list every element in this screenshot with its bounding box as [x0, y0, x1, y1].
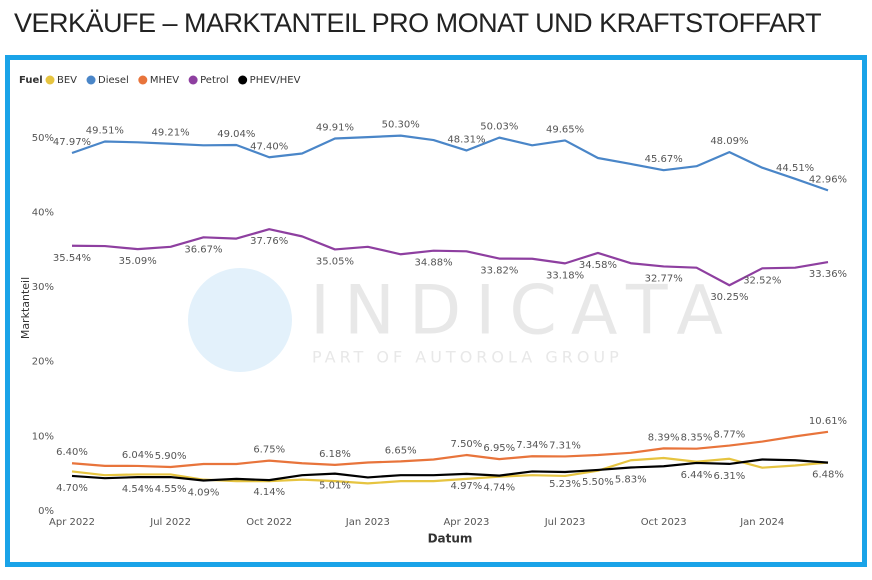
y-tick-label: 30%	[32, 282, 54, 293]
data-label: 33.18%	[546, 270, 584, 281]
data-label: 47.97%	[53, 137, 91, 148]
data-label: 8.39%	[648, 432, 680, 443]
data-label: 5.90%	[155, 451, 187, 462]
data-label: 6.18%	[319, 449, 351, 460]
data-label: 45.67%	[645, 154, 683, 165]
data-label: 6.04%	[122, 450, 154, 461]
data-label: 49.51%	[86, 126, 124, 137]
legend-label: Petrol	[200, 75, 229, 86]
data-label: 50.03%	[480, 122, 518, 133]
data-label: 32.52%	[743, 275, 781, 286]
data-label: 35.09%	[119, 256, 157, 267]
data-label: 6.65%	[385, 445, 417, 456]
series-line	[71, 430, 829, 469]
data-label: 44.51%	[776, 163, 814, 174]
data-label: 8.35%	[681, 433, 713, 444]
data-label: 7.34%	[516, 440, 548, 451]
data-label: 34.58%	[579, 260, 617, 271]
data-label: 33.36%	[809, 269, 847, 280]
data-label: 34.88%	[414, 258, 452, 269]
series-line	[71, 458, 829, 482]
x-tick-label: Jan 2023	[345, 517, 390, 528]
frame	[5, 55, 867, 567]
data-label: 6.31%	[714, 471, 746, 482]
data-label: 10.61%	[809, 416, 847, 427]
data-label: 4.14%	[253, 487, 285, 498]
legend-marker	[238, 75, 248, 85]
data-label: 30.25%	[710, 292, 748, 303]
data-label: 5.50%	[582, 477, 614, 488]
data-label: 49.65%	[546, 124, 584, 135]
data-label: 37.76%	[250, 236, 288, 247]
data-label: 42.96%	[809, 174, 847, 185]
data-label: 5.23%	[549, 479, 581, 490]
data-label: 4.55%	[155, 484, 187, 495]
data-label: 47.40%	[250, 141, 288, 152]
x-axis-title: Datum	[428, 532, 473, 546]
x-tick-label: Apr 2023	[443, 517, 489, 528]
y-axis-title: Marktanteil	[19, 277, 32, 339]
data-label: 5.01%	[319, 481, 351, 492]
data-label: 4.09%	[188, 487, 220, 498]
data-label: 6.75%	[253, 445, 285, 456]
data-label: 5.83%	[615, 474, 647, 485]
watermark-logo	[188, 268, 292, 372]
legend-label: Diesel	[98, 75, 129, 86]
x-tick-label: Oct 2022	[246, 517, 292, 528]
series-line	[71, 228, 829, 287]
y-tick-label: 40%	[32, 207, 54, 218]
data-label: 48.09%	[710, 136, 748, 147]
watermark-subtitle: PART OF AUTOROLA GROUP	[312, 348, 623, 367]
data-label: 35.54%	[53, 253, 91, 264]
legend-marker	[138, 75, 148, 85]
x-tick-label: Jul 2022	[149, 517, 191, 528]
data-label: 6.40%	[56, 447, 88, 458]
x-tick-label: Apr 2022	[49, 517, 95, 528]
data-label: 48.31%	[447, 134, 485, 145]
data-label: 7.50%	[451, 439, 483, 450]
x-tick-label: Jan 2024	[739, 517, 784, 528]
data-label: 49.91%	[316, 123, 354, 134]
legend-label: MHEV	[150, 75, 179, 86]
series-line	[71, 456, 829, 485]
y-tick-label: 0%	[38, 506, 54, 517]
data-label: 4.70%	[56, 483, 88, 494]
data-label: 33.82%	[480, 266, 518, 277]
data-label: 4.97%	[451, 481, 483, 492]
data-label: 6.48%	[812, 470, 844, 481]
y-tick-label: 10%	[32, 431, 54, 442]
page-title: VERKÄUFE – MARKTANTEIL PRO MONAT UND KRA…	[14, 8, 822, 38]
data-label: 35.05%	[316, 256, 354, 267]
data-label: 4.74%	[483, 483, 515, 494]
legend-marker	[86, 75, 96, 85]
data-label: 50.30%	[382, 120, 420, 131]
data-label: 6.44%	[681, 470, 713, 481]
legend-label: BEV	[57, 75, 77, 86]
data-label: 4.54%	[122, 484, 154, 495]
legend-marker	[45, 75, 55, 85]
series-line	[71, 134, 829, 192]
data-label: 32.77%	[645, 273, 683, 284]
y-tick-label: 50%	[32, 133, 54, 144]
x-tick-label: Jul 2023	[544, 517, 586, 528]
legend-marker	[188, 75, 198, 85]
data-label: 7.31%	[549, 440, 581, 451]
data-label: 36.67%	[184, 244, 222, 255]
data-label: 49.21%	[152, 128, 190, 139]
data-label: 49.04%	[217, 129, 255, 140]
data-label: 6.95%	[483, 443, 515, 454]
legend-label: PHEV/HEV	[250, 75, 301, 86]
legend-title: Fuel	[19, 75, 43, 86]
data-label: 8.77%	[714, 430, 746, 441]
x-tick-label: Oct 2023	[641, 517, 687, 528]
y-tick-label: 20%	[32, 357, 54, 368]
watermark: INDICATA	[310, 272, 737, 351]
